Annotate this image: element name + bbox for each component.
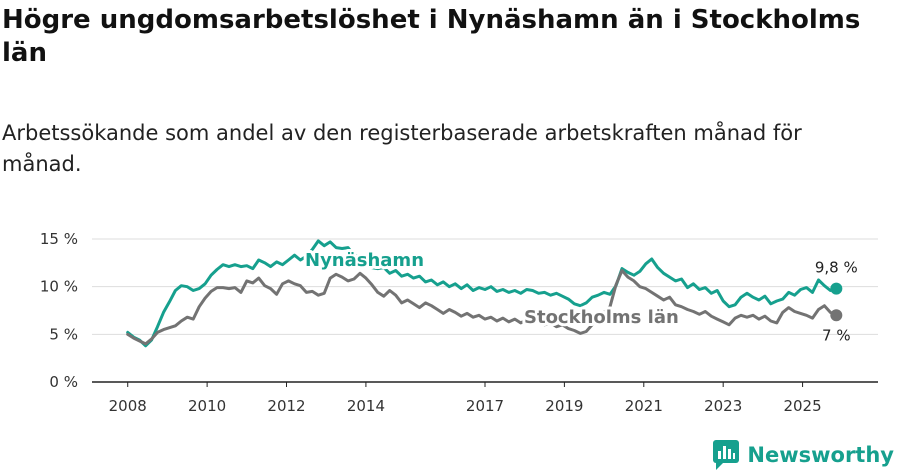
x-axis: 2008 2010 2012 2014 2017 2019 2021 2023 2025 <box>92 381 878 415</box>
series-lines <box>126 239 838 348</box>
y-tick-labels: 0 % 5 % 10 % 15 % <box>40 230 78 391</box>
y-tick-label: 0 % <box>49 373 78 391</box>
newsworthy-icon <box>713 440 740 470</box>
annotation-stockholms-lan: Stockholms län <box>524 307 679 328</box>
chart-title: Högre ungdomsarbetslöshet i Nynäshamn än… <box>2 5 861 68</box>
y-tick-label: 15 % <box>40 230 78 248</box>
x-tick-label: 2012 <box>267 397 305 415</box>
x-tick-label: 2019 <box>545 397 583 415</box>
x-tick-label: 2023 <box>704 397 742 415</box>
x-tick-label: 2010 <box>188 397 226 415</box>
y-tick-label: 10 % <box>40 278 78 296</box>
end-label-nynashamn: 9,8 % <box>815 259 858 277</box>
annotation-nynashamn: Nynäshamn <box>305 250 424 271</box>
series-line-nynashamn <box>126 239 838 348</box>
series-annotations: Nynäshamn Stockholms län <box>302 247 682 331</box>
end-label-stockholms-lan: 7 % <box>822 326 851 344</box>
x-tick-label: 2014 <box>347 397 385 415</box>
series-line-stockholms-lan <box>126 269 838 346</box>
end-markers: 9,8 % 7 % <box>815 259 858 345</box>
x-tick-label: 2025 <box>783 397 821 415</box>
x-tick-label: 2021 <box>625 397 663 415</box>
end-point-stockholms-lan <box>830 309 843 322</box>
brand-name: Newsworthy <box>747 443 894 467</box>
x-tick-label: 2017 <box>466 397 504 415</box>
newsworthy-logo: Newsworthy <box>713 440 894 470</box>
chart-subtitle: Arbetssökande som andel av den registerb… <box>2 121 802 176</box>
y-tick-label: 5 % <box>49 325 78 343</box>
end-point-nynashamn <box>830 282 843 295</box>
x-tick-label: 2008 <box>109 397 147 415</box>
